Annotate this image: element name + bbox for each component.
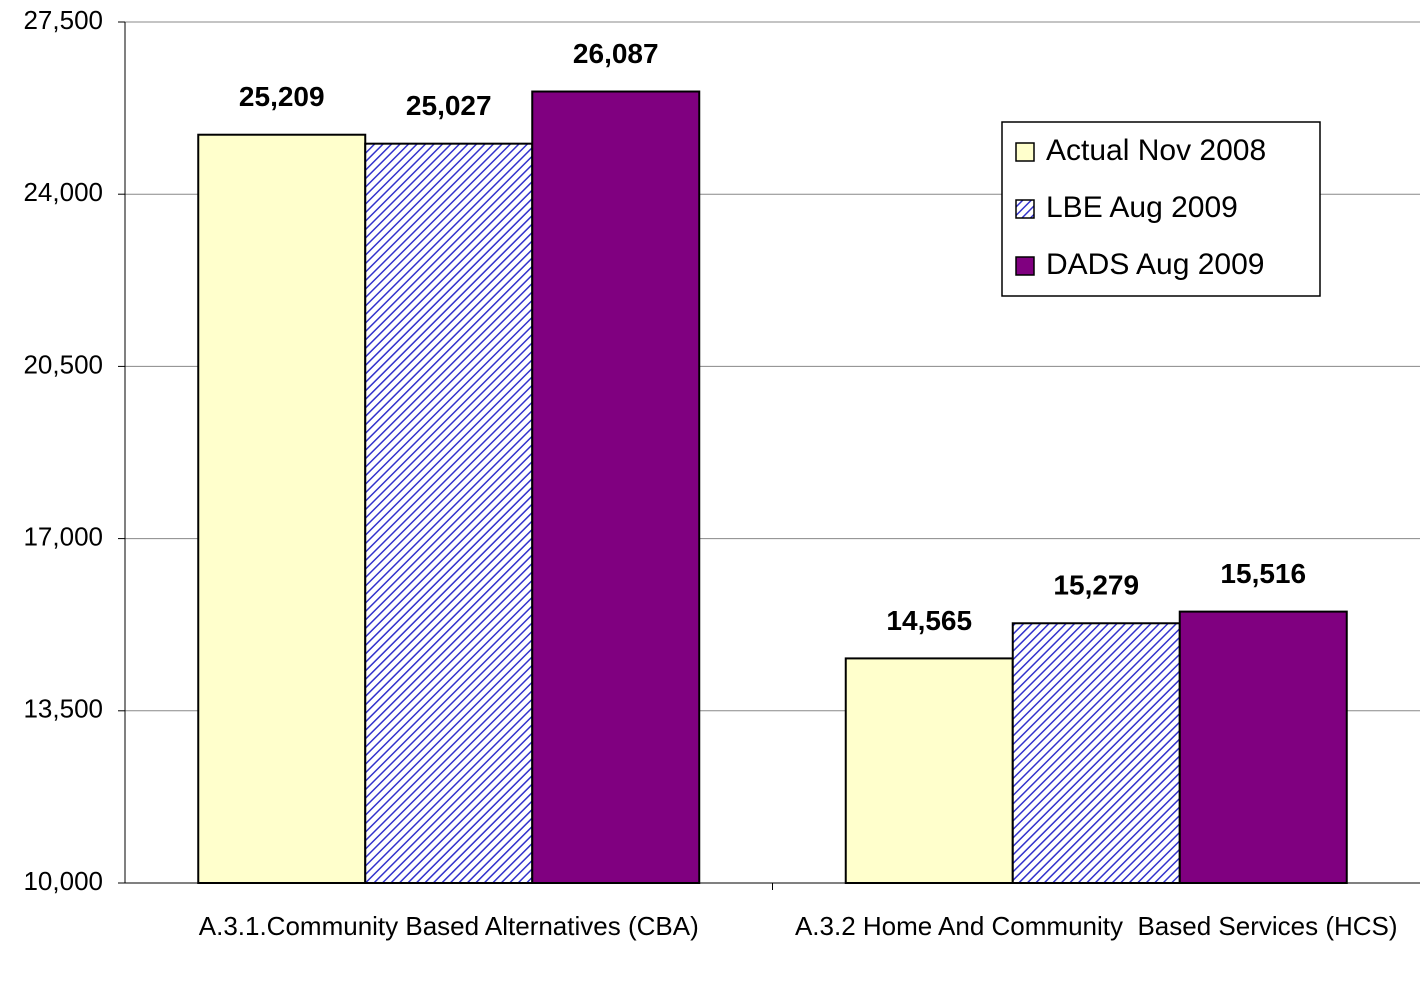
data-label: 15,279 xyxy=(1053,570,1139,601)
y-tick-label: 13,500 xyxy=(23,694,103,724)
legend-swatch xyxy=(1015,199,1035,219)
bar xyxy=(364,142,534,885)
bar xyxy=(197,133,367,884)
y-tick-label: 27,500 xyxy=(23,5,103,35)
data-label: 14,565 xyxy=(886,605,972,636)
legend-swatch xyxy=(1015,142,1035,162)
data-label: 25,209 xyxy=(239,81,325,112)
y-tick-label: 10,000 xyxy=(23,866,103,896)
data-label: 15,516 xyxy=(1220,558,1306,589)
y-tick-label: 17,000 xyxy=(23,521,103,551)
data-label: 25,027 xyxy=(406,90,492,121)
legend-swatch xyxy=(1015,256,1035,276)
bar xyxy=(844,657,1014,884)
bar xyxy=(1178,610,1348,884)
x-tick-label: A.3.1.Community Based Alternatives (CBA) xyxy=(198,911,699,941)
x-tick-label: A.3.2 Home And Community Based Services … xyxy=(794,911,1398,941)
legend-label: DADS Aug 2009 xyxy=(1046,248,1264,281)
bar xyxy=(531,90,701,885)
legend-label: Actual Nov 2008 xyxy=(1046,134,1266,167)
legend-box xyxy=(1001,121,1321,297)
bar xyxy=(1011,622,1181,884)
y-tick-label: 20,500 xyxy=(23,349,103,379)
legend-label: LBE Aug 2009 xyxy=(1046,191,1238,224)
y-tick-label: 24,000 xyxy=(23,177,103,207)
data-label: 26,087 xyxy=(573,38,659,69)
